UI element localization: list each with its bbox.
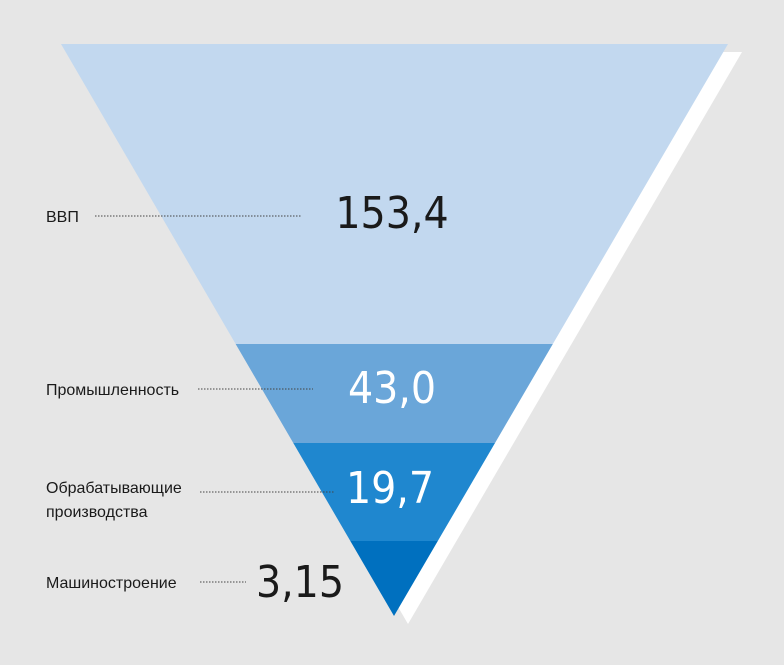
value-label-3: 19,7 — [346, 463, 434, 514]
category-label-1: ВВП — [46, 209, 79, 226]
funnel-band-1 — [61, 44, 728, 344]
category-label-line: Обрабатывающие — [46, 480, 182, 497]
category-label-line: производства — [46, 504, 148, 521]
funnel-band-3 — [293, 443, 496, 541]
value-label-1: 153,4 — [335, 188, 448, 239]
value-label-2: 43,0 — [348, 363, 436, 414]
category-label-2: Промышленность — [46, 382, 179, 399]
category-label-4: Машиностроение — [46, 575, 177, 592]
category-label-3: Обрабатывающие производства — [46, 480, 182, 521]
value-label-4: 3,15 — [256, 557, 344, 608]
funnel-band-2 — [235, 344, 553, 443]
funnel-band-4 — [350, 541, 438, 616]
